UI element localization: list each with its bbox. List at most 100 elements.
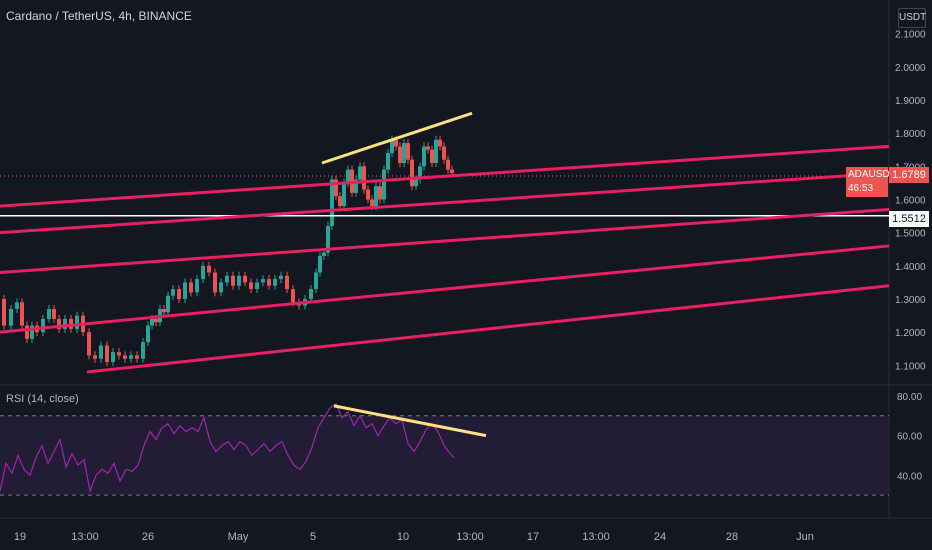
candle xyxy=(410,159,414,187)
candle xyxy=(330,179,334,227)
symbol-label: ADAUSDT xyxy=(848,169,896,180)
rsi-tick-label: 80.00 xyxy=(897,392,922,403)
price-tick-label: 2.1000 xyxy=(895,30,926,41)
candle xyxy=(47,308,51,319)
candle xyxy=(442,146,446,160)
candle xyxy=(249,282,253,290)
candle xyxy=(314,272,318,290)
time-tick-label: 10 xyxy=(397,531,409,543)
candle xyxy=(338,196,342,207)
time-tick-label: Jun xyxy=(796,531,814,543)
candle xyxy=(225,275,229,283)
candle xyxy=(342,182,346,207)
horizontal-line-badge: 1.5512 xyxy=(889,211,929,227)
candle xyxy=(93,355,97,359)
time-tick-label: 13:00 xyxy=(71,531,99,543)
rsi-tick-label: 60.00 xyxy=(897,432,922,443)
candle xyxy=(374,186,378,207)
price-tick-label: 2.0000 xyxy=(895,63,926,74)
candle xyxy=(322,252,326,256)
candle xyxy=(434,139,438,164)
candle xyxy=(291,289,295,303)
time-tick-label: May xyxy=(228,531,249,543)
price-tick-label: 1.2000 xyxy=(895,328,926,339)
rsi-line xyxy=(0,403,455,494)
candle xyxy=(390,139,394,154)
candle xyxy=(9,308,13,326)
price-tick-label: 1.6000 xyxy=(895,196,926,207)
candle xyxy=(105,345,109,363)
candle xyxy=(261,279,265,283)
candle xyxy=(378,186,382,200)
price-tick-label: 1.4000 xyxy=(895,262,926,273)
chart-title: Cardano / TetherUS, 4h, BINANCE xyxy=(6,9,192,23)
channel-line[interactable] xyxy=(0,207,890,274)
candle xyxy=(166,295,170,313)
candle xyxy=(177,289,181,300)
candle xyxy=(430,149,434,164)
channel-line[interactable] xyxy=(0,171,890,235)
candle xyxy=(279,275,283,280)
candle xyxy=(87,332,91,356)
rsi-title: RSI (14, close) xyxy=(6,393,79,405)
candle xyxy=(414,179,418,187)
candle xyxy=(201,265,205,280)
candle xyxy=(213,272,217,293)
candle xyxy=(398,146,402,164)
candle xyxy=(386,153,390,170)
candle xyxy=(129,355,133,359)
candle xyxy=(123,355,127,359)
candle xyxy=(183,282,187,300)
candle xyxy=(326,226,330,253)
price-tick-label: 1.8000 xyxy=(895,129,926,140)
candle xyxy=(2,299,6,326)
candle xyxy=(141,342,145,359)
candle xyxy=(402,143,406,164)
candle xyxy=(195,279,199,293)
candle xyxy=(362,166,366,190)
candle xyxy=(255,282,259,290)
candle xyxy=(243,275,247,283)
symbol-price-tag: ADAUSDT 46:53 xyxy=(846,167,896,197)
candle xyxy=(20,302,24,326)
rsi-trend-line[interactable] xyxy=(333,404,487,438)
candle xyxy=(318,255,322,273)
candle xyxy=(207,265,211,273)
candle xyxy=(150,318,154,326)
candle xyxy=(354,179,358,193)
candle xyxy=(267,279,271,286)
candle xyxy=(382,169,386,200)
price-trend-line[interactable] xyxy=(321,111,473,165)
candle xyxy=(446,159,450,170)
price-tick-label: 1.9000 xyxy=(895,96,926,107)
candle xyxy=(219,282,223,293)
time-tick-label: 17 xyxy=(527,531,539,543)
candle xyxy=(309,289,313,300)
candle xyxy=(426,146,430,150)
candle xyxy=(273,279,277,286)
candle xyxy=(135,355,139,359)
candle xyxy=(422,146,426,167)
current-price-badge: 1.6789 xyxy=(889,167,929,183)
candle xyxy=(418,166,422,180)
candle xyxy=(117,352,121,356)
candle xyxy=(450,169,454,173)
channel-line[interactable] xyxy=(0,244,890,334)
candle xyxy=(189,282,193,293)
channel-line[interactable] xyxy=(86,284,890,374)
candle xyxy=(75,315,79,329)
candle xyxy=(57,318,61,329)
candle xyxy=(366,189,370,200)
candle xyxy=(30,325,34,339)
candle xyxy=(41,318,45,333)
candle xyxy=(154,318,158,323)
candle xyxy=(334,179,338,197)
candle xyxy=(111,352,115,363)
candle xyxy=(370,199,374,207)
channel-line[interactable] xyxy=(0,144,890,208)
currency-button[interactable]: USDT xyxy=(898,8,926,28)
candle xyxy=(162,308,166,313)
candle xyxy=(358,166,362,180)
